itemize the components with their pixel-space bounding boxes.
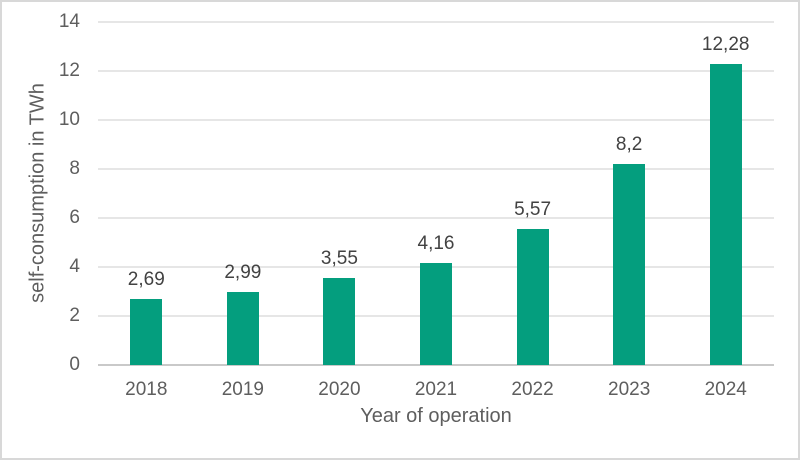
- bar-value-label: 2,99: [224, 261, 262, 283]
- bar-value-label: 5,57: [514, 198, 552, 220]
- x-tick-label: 2022: [511, 379, 554, 400]
- bar-value-label: 3,55: [320, 248, 358, 270]
- y-tick-label: 8: [69, 158, 80, 179]
- bar-value-label: 12,28: [701, 34, 750, 56]
- plot-area: 0 2 4 6 8 10 12 14 2,69 2018 2,99 2019 3,55 2020 4,16 2…: [59, 11, 774, 400]
- y-tick-label: 2: [69, 305, 80, 326]
- y-tick-label: 14: [58, 11, 80, 32]
- x-tick-label: 2024: [704, 379, 747, 400]
- bar-2022[interactable]: [516, 228, 549, 365]
- bar-2020[interactable]: [323, 278, 356, 365]
- x-tick-label: 2018: [125, 379, 168, 400]
- bar-2024[interactable]: [709, 64, 742, 365]
- x-tick-label: 2023: [608, 379, 651, 400]
- y-tick-label: 10: [58, 109, 80, 130]
- x-axis-line: [98, 364, 774, 366]
- y-tick-label: 4: [69, 256, 80, 277]
- bar-value-label: 4,16: [417, 233, 455, 255]
- x-axis-title: Year of operation: [360, 405, 512, 427]
- gridline: [98, 217, 774, 219]
- bar-2023[interactable]: [613, 164, 646, 365]
- bar-2019[interactable]: [226, 291, 259, 365]
- x-tick-label: 2020: [318, 379, 361, 400]
- bar-value-label: 2,69: [127, 269, 165, 291]
- gridline: [98, 119, 774, 121]
- x-tick-label: 2021: [414, 379, 458, 400]
- x-tick-label: 2019: [221, 379, 264, 400]
- bar-value-label: 8,2: [615, 134, 643, 156]
- bar-2021[interactable]: [420, 263, 452, 365]
- gridline: [98, 70, 774, 72]
- gridline: [98, 21, 774, 23]
- gridline: [98, 168, 774, 170]
- bar-2018[interactable]: [130, 299, 163, 365]
- y-tick-label: 0: [69, 354, 80, 375]
- y-tick-label: 6: [69, 207, 80, 228]
- y-tick-label: 12: [58, 60, 80, 81]
